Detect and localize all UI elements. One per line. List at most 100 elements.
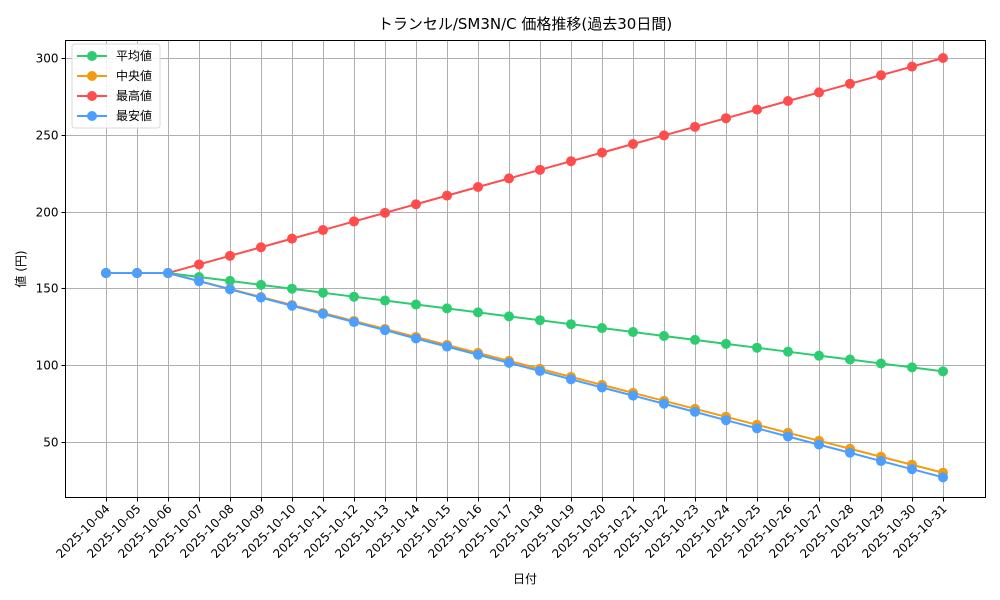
- data-point-marker: [442, 190, 452, 201]
- data-point-marker: [597, 147, 607, 158]
- data-point-marker: [411, 199, 421, 210]
- data-point-marker: [845, 78, 855, 89]
- data-point-marker: [814, 350, 824, 361]
- y-tick-label: 200: [36, 206, 59, 220]
- data-point-marker: [721, 113, 731, 124]
- data-point-marker: [721, 415, 731, 426]
- data-point-marker: [473, 307, 483, 318]
- series-line: [106, 272, 944, 479]
- data-point-marker: [380, 295, 390, 306]
- data-point-marker: [628, 390, 638, 401]
- data-point-marker: [814, 87, 824, 98]
- data-point-marker: [907, 464, 917, 475]
- data-point-marker: [938, 366, 948, 377]
- data-point-marker: [690, 121, 700, 132]
- data-point-marker: [225, 275, 235, 286]
- data-point-marker: [318, 225, 328, 236]
- legend-label: 最高値: [116, 88, 152, 103]
- legend-marker-icon: [87, 51, 97, 61]
- data-point-marker: [256, 279, 266, 290]
- y-axis-ticks: 50 100 150 200 250 300: [36, 52, 66, 450]
- legend-marker-icon: [87, 91, 97, 101]
- data-point-marker: [411, 333, 421, 344]
- data-point-marker: [597, 382, 607, 393]
- data-point-marker: [659, 331, 669, 342]
- data-point-marker: [938, 472, 948, 483]
- y-axis-label: 値 (円): [13, 250, 28, 287]
- data-point-marker: [659, 398, 669, 409]
- series-3: [101, 268, 948, 483]
- data-point-marker: [535, 366, 545, 377]
- data-point-marker: [349, 317, 359, 328]
- data-point-marker: [225, 250, 235, 261]
- plot-area-frame: [65, 40, 986, 498]
- data-point-marker: [907, 362, 917, 373]
- data-point-marker: [783, 346, 793, 357]
- data-point-marker: [380, 325, 390, 336]
- data-point-marker: [690, 334, 700, 345]
- data-point-marker: [411, 299, 421, 310]
- data-point-marker: [628, 327, 638, 338]
- data-point-marker: [256, 242, 266, 253]
- legend-item: 中央値: [77, 68, 152, 83]
- data-point-marker: [752, 104, 762, 115]
- y-tick-label: 50: [43, 436, 58, 450]
- series-line: [106, 272, 944, 373]
- data-point-marker: [907, 61, 917, 72]
- data-point-marker: [566, 319, 576, 330]
- legend-label: 平均値: [116, 48, 152, 63]
- series-lines: [101, 53, 948, 483]
- data-point-marker: [876, 456, 886, 467]
- series-line: [106, 57, 944, 275]
- data-point-marker: [752, 342, 762, 353]
- data-point-marker: [318, 287, 328, 298]
- x-axis-label: 日付: [513, 572, 537, 586]
- data-point-marker: [690, 406, 700, 417]
- data-point-marker: [194, 259, 204, 270]
- data-point-marker: [628, 139, 638, 150]
- legend-label: 中央値: [116, 68, 152, 83]
- data-point-marker: [535, 315, 545, 326]
- data-point-marker: [535, 164, 545, 175]
- data-point-marker: [566, 374, 576, 385]
- data-point-marker: [845, 354, 855, 365]
- data-point-marker: [566, 156, 576, 167]
- data-point-marker: [380, 207, 390, 218]
- data-point-marker: [318, 308, 328, 319]
- data-point-marker: [876, 70, 886, 81]
- data-point-marker: [349, 291, 359, 302]
- data-point-marker: [256, 292, 266, 303]
- legend-box: [71, 43, 161, 129]
- data-point-marker: [721, 338, 731, 349]
- legend-marker-icon: [87, 71, 97, 81]
- data-point-marker: [163, 268, 173, 279]
- chart-title: トランセル/SM3N/C 価格推移(過去30日間): [378, 15, 672, 33]
- data-point-marker: [473, 349, 483, 360]
- data-point-marker: [783, 96, 793, 107]
- data-point-marker: [442, 303, 452, 314]
- data-point-marker: [132, 268, 142, 279]
- y-tick-label: 300: [36, 52, 59, 66]
- data-point-marker: [504, 357, 514, 368]
- data-point-marker: [287, 233, 297, 244]
- legend-item: 最高値: [77, 88, 152, 103]
- data-point-marker: [504, 311, 514, 322]
- legend-marker-icon: [87, 111, 97, 121]
- data-point-marker: [287, 283, 297, 294]
- data-point-marker: [814, 439, 824, 450]
- y-tick-label: 250: [36, 129, 59, 143]
- data-point-marker: [194, 276, 204, 287]
- legend-label: 最安値: [116, 108, 152, 123]
- legend-item: 平均値: [77, 48, 152, 63]
- data-point-marker: [504, 173, 514, 184]
- data-point-marker: [597, 323, 607, 334]
- data-point-marker: [938, 53, 948, 63]
- data-point-marker: [349, 216, 359, 227]
- data-point-marker: [473, 182, 483, 193]
- data-point-marker: [659, 130, 669, 141]
- data-point-marker: [225, 284, 235, 295]
- y-tick-label: 100: [36, 359, 59, 373]
